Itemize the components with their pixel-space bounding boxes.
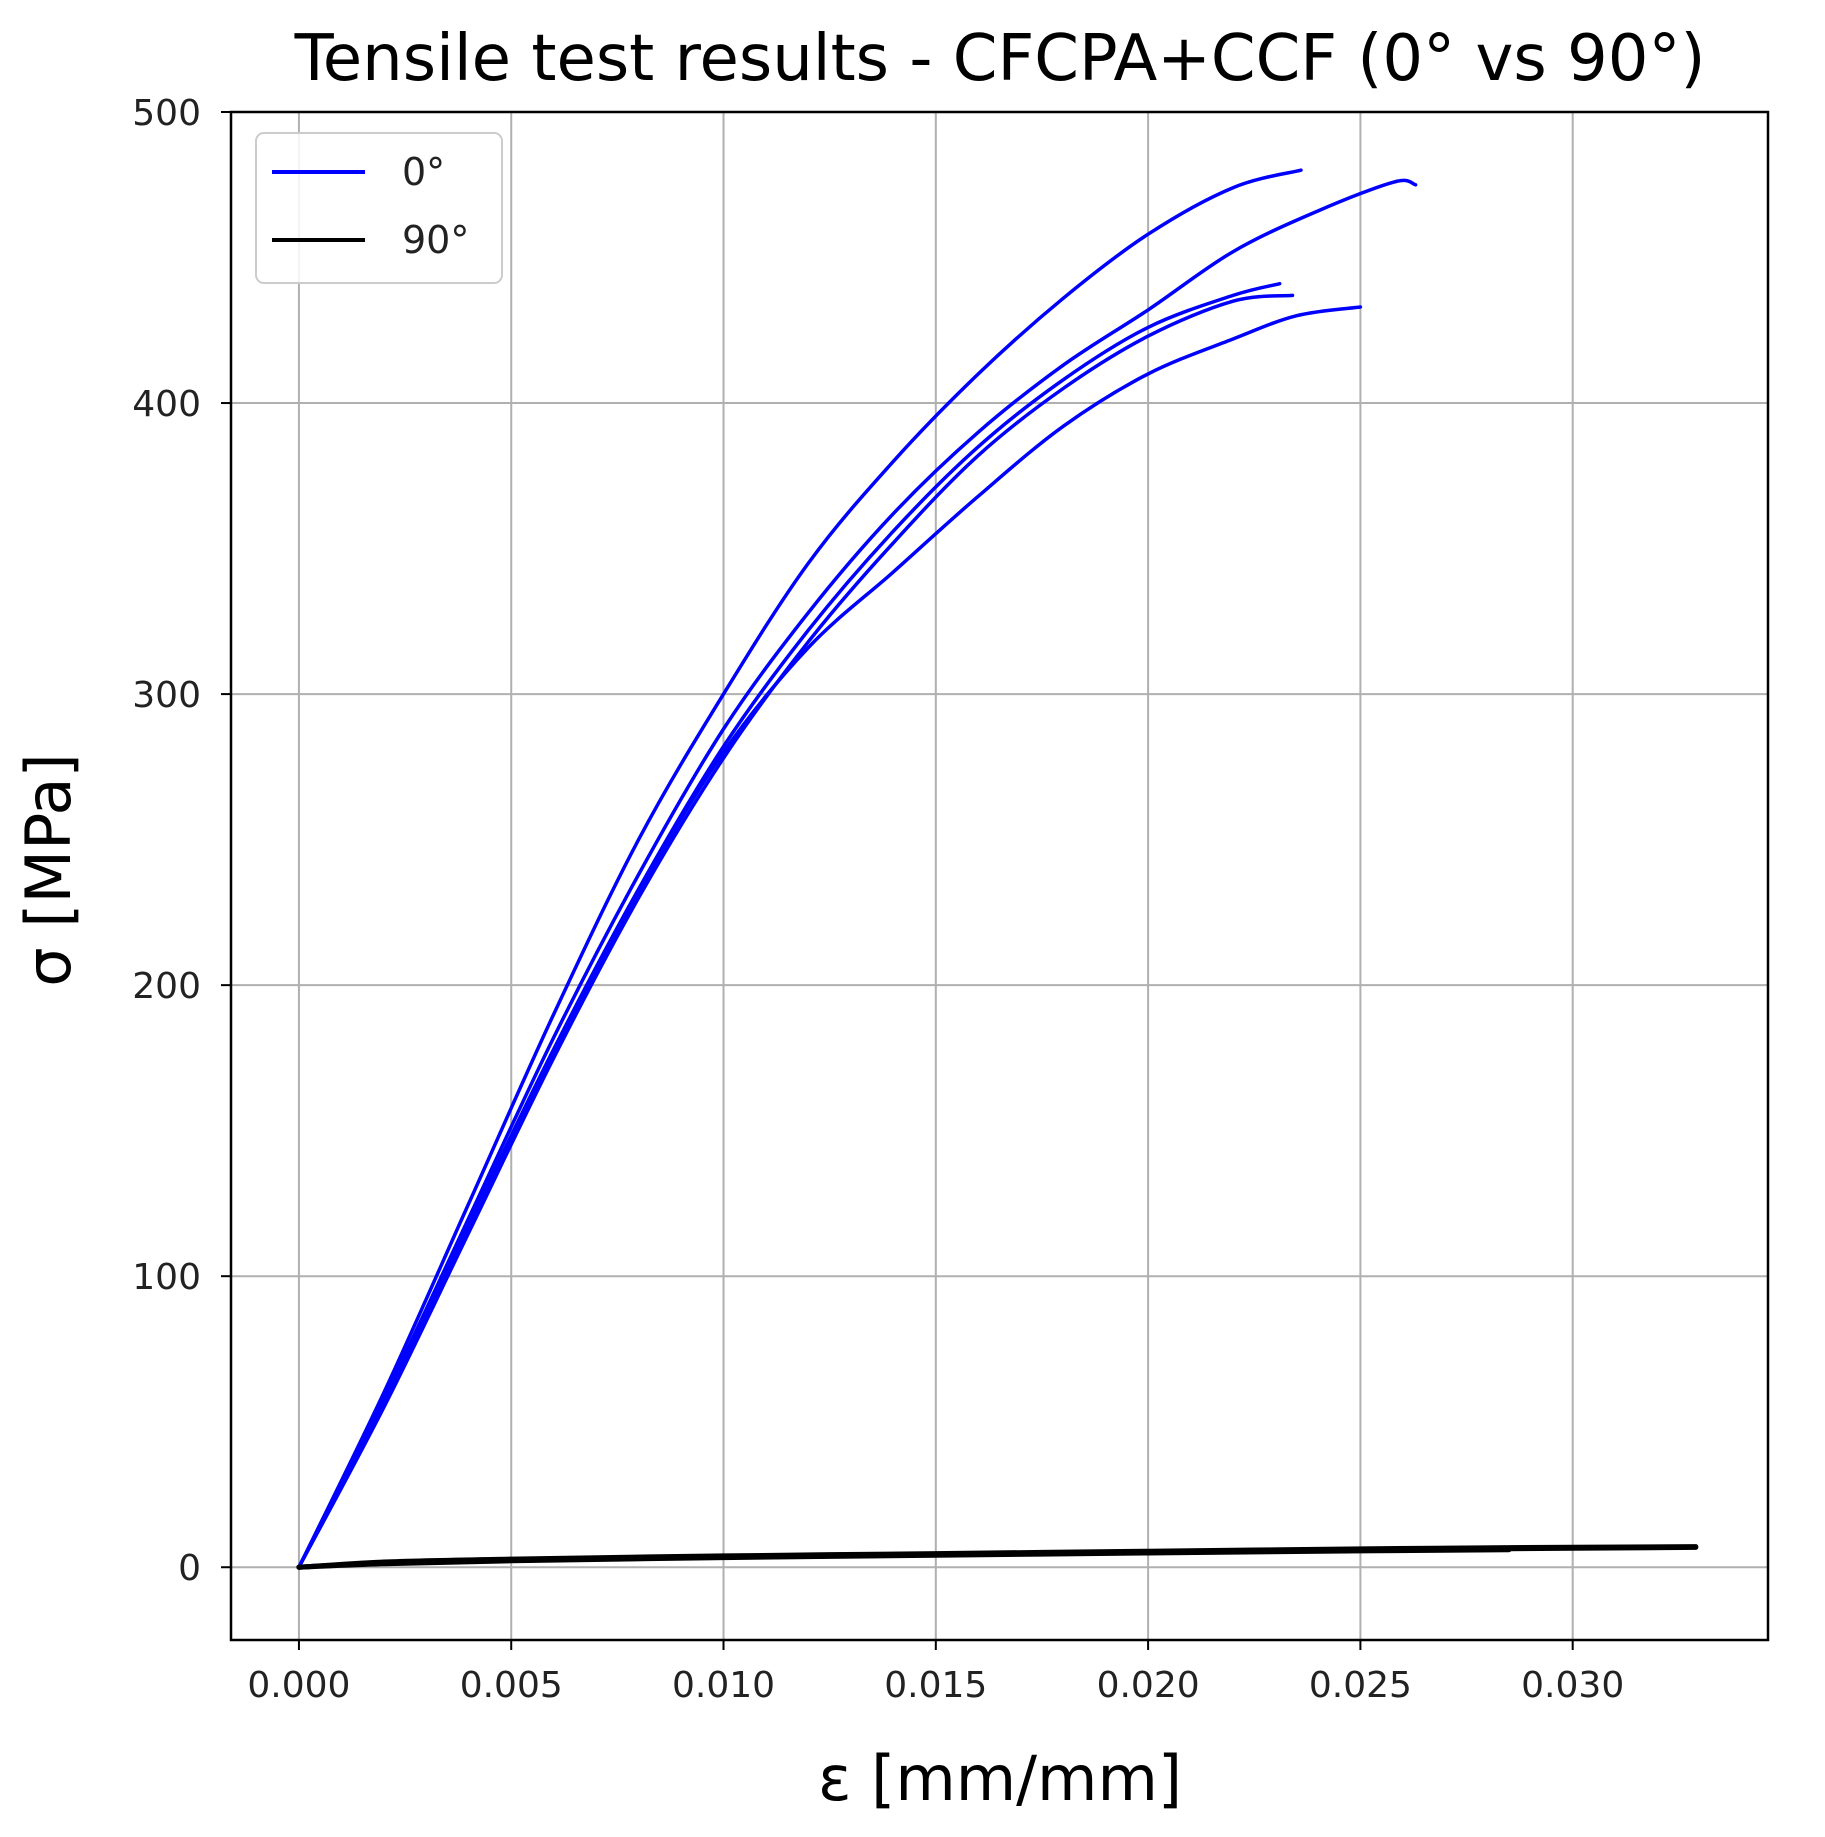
plot-frame — [229, 110, 1770, 1642]
series-90deg-line-7 — [296, 1544, 1699, 1570]
y-tick-label: 100 — [132, 1257, 201, 1298]
y-tick-label: 200 — [132, 966, 201, 1007]
x-tick-label: 0.010 — [672, 1665, 775, 1706]
series-0deg-line-0 — [297, 168, 1303, 1569]
x-axis-label: ε [mm/mm] — [818, 1742, 1182, 1815]
x-tick-label: 0.030 — [1521, 1665, 1624, 1706]
y-axis: 0 100 200 300 400 500 — [132, 93, 231, 1589]
y-tick-label: 300 — [132, 675, 201, 716]
y-tick-label: 500 — [132, 93, 201, 134]
x-tick-label: 0.000 — [247, 1665, 350, 1706]
legend-label-0deg: 0° — [402, 150, 445, 194]
grid — [231, 111, 1768, 1640]
series-0deg-line-1 — [297, 178, 1418, 1569]
y-tick-label: 0 — [178, 1548, 201, 1589]
series-layer — [296, 168, 1699, 1570]
y-axis-label: σ [MPa] — [12, 753, 85, 986]
x-axis: 0.000 0.005 0.010 0.015 0.020 0.025 0.030 — [247, 1640, 1624, 1706]
series-0deg-line-3 — [297, 293, 1295, 1569]
legend-label-90deg: 90° — [402, 218, 469, 262]
x-tick-label: 0.005 — [460, 1665, 563, 1706]
y-tick-label: 400 — [132, 384, 201, 425]
x-tick-label: 0.020 — [1097, 1665, 1200, 1706]
chart-title: Tensile test results - CFCPA+CCF (0° vs … — [294, 22, 1706, 96]
x-tick-label: 0.025 — [1309, 1665, 1412, 1706]
legend: 0° 90° — [255, 132, 503, 284]
series-0deg-line-4 — [297, 305, 1363, 1569]
x-tick-label: 0.015 — [884, 1665, 987, 1706]
